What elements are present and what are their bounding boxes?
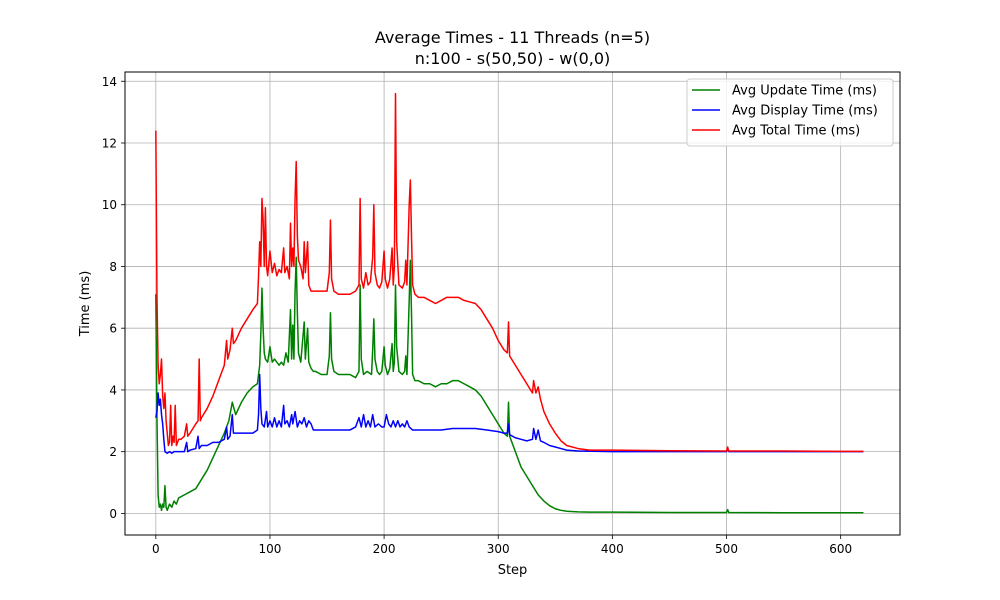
x-tick-label: 0 (152, 542, 160, 556)
x-tick-label: 500 (715, 542, 738, 556)
x-tick-label: 200 (373, 542, 396, 556)
x-axis-label: Step (498, 563, 528, 578)
y-tick-label: 4 (109, 383, 117, 397)
x-tick-label: 400 (601, 542, 624, 556)
y-axis-ticks: 0 2 4 6 8 10 12 14 (102, 75, 125, 521)
series-lines (155, 92, 864, 514)
legend: Avg Update Time (ms) Avg Display Time (ms… (686, 78, 894, 147)
y-tick-label: 2 (109, 445, 117, 459)
chart-subtitle: n:100 - s(50,50) - w(0,0) (415, 49, 611, 68)
y-tick-label: 6 (109, 322, 117, 336)
x-tick-label: 300 (487, 542, 510, 556)
legend-label-1: Avg Update Time (ms) (732, 84, 877, 99)
y-axis-label: Time (ms) (78, 271, 93, 338)
plot-area (155, 92, 864, 514)
series-line-3 (155, 92, 864, 453)
series-line-1 (155, 256, 864, 514)
series-line-2 (155, 373, 864, 454)
y-tick-label: 0 (109, 507, 117, 521)
legend-label-3: Avg Total Time (ms) (732, 124, 860, 139)
axes-frame (124, 71, 901, 536)
x-tick-label: 100 (259, 542, 282, 556)
y-tick-label: 8 (109, 260, 117, 274)
legend-label-2: Avg Display Time (ms) (732, 104, 878, 119)
grid-lines (125, 72, 900, 535)
legend-box (686, 78, 894, 147)
chart-title: Average Times - 11 Threads (n=5) (375, 28, 650, 47)
x-axis-ticks: 0 100 200 300 400 500 600 (152, 535, 852, 556)
y-tick-label: 10 (102, 198, 117, 212)
y-tick-label: 12 (102, 136, 117, 150)
y-tick-label: 14 (102, 75, 117, 89)
x-tick-label: 600 (829, 542, 852, 556)
